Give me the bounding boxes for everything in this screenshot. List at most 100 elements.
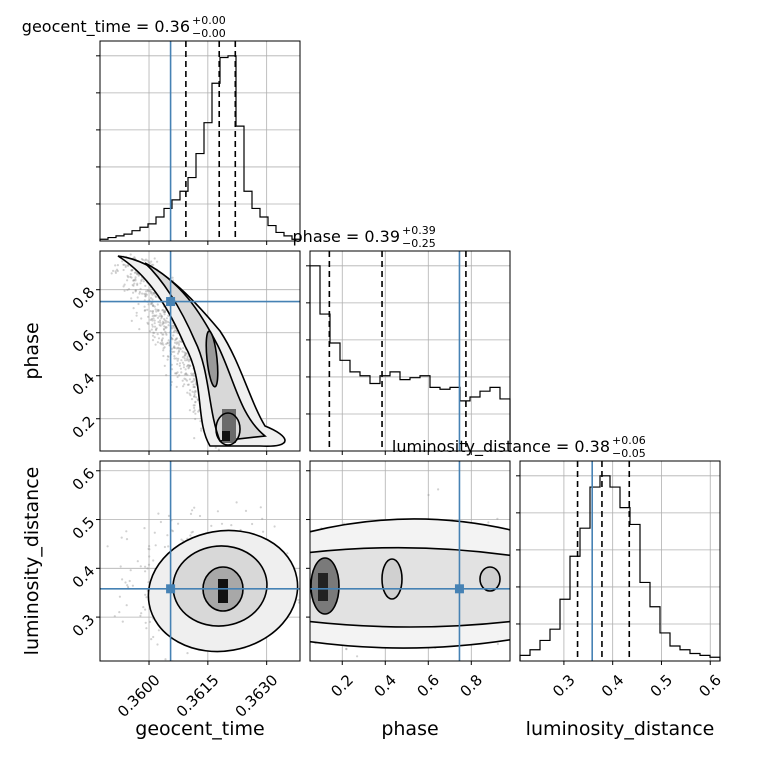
scatter-point (133, 256, 136, 259)
scatter-point (126, 288, 129, 292)
scatter-point (154, 295, 157, 298)
scatter-point (190, 398, 194, 401)
scatter-point (152, 304, 155, 308)
scatter-point (154, 343, 157, 346)
scatter-point (176, 359, 179, 362)
scatter-point (157, 309, 160, 313)
scatter-point (159, 520, 162, 524)
scatter-point (153, 292, 156, 295)
scatter-point (179, 367, 182, 370)
scatter-point (230, 524, 233, 527)
scatter-point (345, 647, 348, 650)
scatter-point (297, 598, 300, 602)
scatter-point (144, 570, 147, 573)
scatter-point (151, 323, 154, 326)
scatter-point (154, 329, 158, 332)
scatter-point (149, 318, 152, 321)
truth-marker (166, 584, 176, 594)
scatter-point (356, 655, 359, 658)
scatter-point (437, 488, 440, 491)
scatter-point (162, 309, 165, 313)
scatter-point (134, 289, 137, 292)
x-tick-label-phase: 0.2 (327, 671, 357, 701)
scatter-point (172, 334, 175, 337)
scatter-point (184, 359, 187, 362)
scatter-point (127, 585, 130, 589)
scatter-point (306, 590, 308, 592)
scatter-point (159, 312, 162, 315)
scatter-point (187, 367, 190, 370)
scatter-point (160, 314, 163, 317)
scatter-point (162, 311, 165, 314)
scatter-point (151, 334, 155, 337)
scatter-point (177, 346, 180, 349)
scatter-point (121, 578, 124, 581)
scatter-point (165, 332, 168, 335)
scatter-point (136, 560, 139, 563)
scatter-point (174, 372, 177, 375)
scatter-point (155, 314, 158, 317)
scatter-point (125, 604, 128, 607)
scatter-point (186, 391, 189, 394)
scatter-point (123, 283, 126, 286)
scatter-point (170, 368, 174, 371)
scatter-point (185, 359, 189, 362)
scatter-point (118, 595, 121, 598)
scatter-point (134, 271, 137, 274)
scatter-point (192, 383, 195, 386)
scatter-point (163, 310, 166, 313)
scatter-point (147, 322, 150, 325)
scatter-point (162, 320, 165, 323)
y-tick-label-phase: 0.4 (69, 369, 99, 399)
scatter-point (194, 400, 197, 403)
scatter-point (130, 297, 133, 300)
scatter-point (114, 271, 117, 274)
scatter-point (180, 538, 183, 541)
scatter-point (171, 338, 174, 341)
scatter-point (217, 448, 220, 451)
scatter-point (152, 292, 155, 295)
scatter-point (137, 302, 140, 306)
scatter-point (487, 663, 489, 665)
scatter-point (173, 355, 176, 358)
scatter-point (183, 353, 187, 357)
scatter-point (186, 652, 189, 655)
scatter-point (160, 338, 164, 341)
scatter-point (171, 276, 174, 279)
scatter-point (194, 390, 197, 393)
scatter-point (181, 356, 184, 359)
x-tick-label-phase: 0.4 (370, 671, 400, 701)
scatter-point (144, 621, 147, 624)
scatter-point (192, 377, 195, 380)
scatter-point (130, 269, 134, 272)
scatter-point (118, 611, 121, 614)
scatter-point (126, 584, 129, 587)
scatter-point (183, 351, 186, 354)
scatter-point (133, 282, 136, 285)
scatter-point (220, 522, 224, 525)
scatter-point (120, 536, 123, 539)
scatter-point (174, 339, 177, 342)
scatter-point (187, 360, 190, 363)
scatter-point (175, 372, 178, 375)
scatter-point (214, 446, 217, 449)
scatter-point (158, 323, 161, 326)
scatter-point (162, 347, 165, 350)
scatter-point (110, 272, 113, 275)
scatter-point (136, 283, 139, 287)
hist-panel-geocent_time (96, 41, 301, 241)
scatter-point (132, 307, 135, 310)
scatter-point (190, 372, 193, 375)
scatter-point (161, 309, 164, 312)
scatter-point (188, 364, 191, 367)
histogram-phase (309, 265, 511, 451)
scatter-point (164, 321, 167, 324)
scatter-point (144, 309, 147, 312)
scatter-point (162, 349, 165, 352)
scatter-point (176, 375, 179, 379)
scatter-point (165, 342, 168, 346)
scatter-point (251, 522, 254, 526)
scatter-point (134, 276, 137, 279)
scatter-point (210, 524, 213, 528)
y-tick-label-luminosity_distance: 0.6 (69, 464, 99, 494)
